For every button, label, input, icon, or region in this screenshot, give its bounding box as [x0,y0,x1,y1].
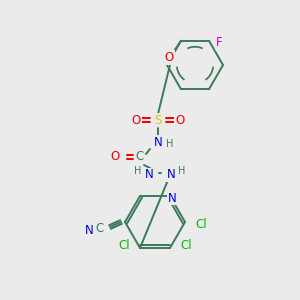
Text: Cl: Cl [118,239,130,253]
Text: N: N [145,169,153,182]
Text: O: O [131,113,141,127]
Text: H: H [178,166,186,176]
Text: N: N [85,224,93,238]
Text: O: O [110,151,120,164]
Text: C: C [96,223,104,236]
Text: N: N [154,136,162,148]
Text: H: H [134,166,142,176]
Text: O: O [176,113,184,127]
Text: Cl: Cl [195,218,207,230]
Text: O: O [164,51,174,64]
Text: N: N [167,169,176,182]
Text: H: H [166,139,174,149]
Text: Cl: Cl [180,239,192,253]
Text: F: F [216,36,222,49]
Text: N: N [168,191,176,205]
Text: C: C [136,151,144,164]
Text: S: S [154,113,162,127]
